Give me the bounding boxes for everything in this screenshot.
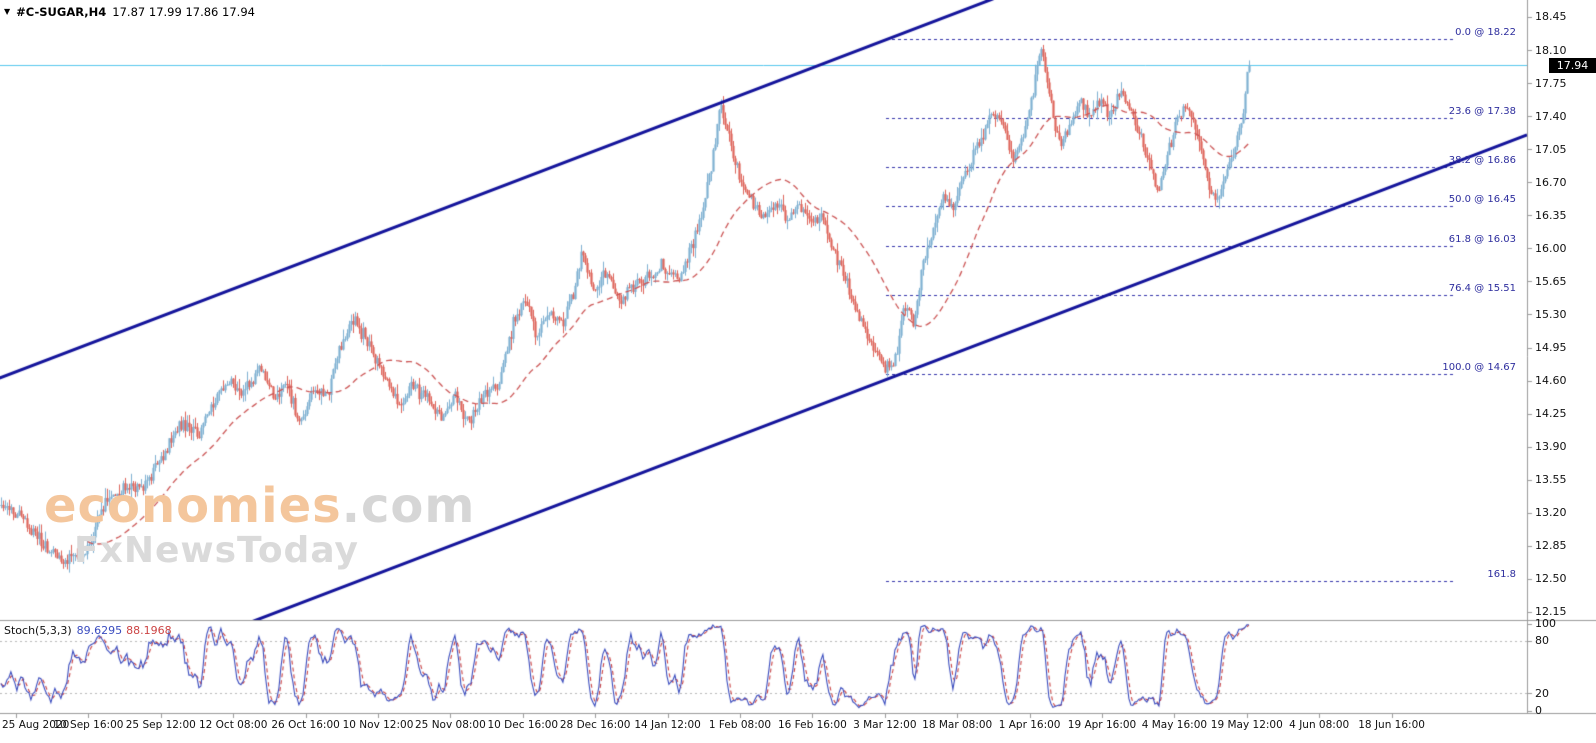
fib-level-label[interactable]: 0.0 @ 18.22	[1455, 26, 1516, 38]
time-axis-label: 10 Dec 16:00	[487, 719, 559, 731]
price-axis-label: 14.25	[1535, 407, 1567, 421]
time-axis-label: 25 Sep 12:00	[125, 719, 196, 731]
price-axis-label: 17.75	[1535, 76, 1567, 90]
price-axis-label: 14.95	[1535, 341, 1567, 354]
stoch-name: Stoch(5,3,3)	[4, 624, 72, 637]
time-axis-label: 4 May 16:00	[1141, 719, 1208, 731]
time-axis-label: 10 Nov 12:00	[342, 719, 414, 731]
time-axis-label: 19 May 12:00	[1210, 719, 1283, 731]
stoch-axis-label: 80	[1535, 634, 1549, 648]
stoch-axis-label: 20	[1535, 686, 1549, 700]
fib-level-label[interactable]: 61.8 @ 16.03	[1448, 233, 1516, 245]
time-axis-label: 16 Feb 16:00	[777, 719, 847, 731]
price-axis-label: 14.60	[1535, 374, 1567, 388]
watermark-tagline: FxNewsToday	[74, 530, 359, 571]
price-axis-label: 16.70	[1535, 175, 1567, 189]
price-axis-label: 15.30	[1535, 307, 1567, 321]
price-axis-label: 17.05	[1535, 142, 1567, 156]
price-axis-label: 12.50	[1535, 572, 1567, 586]
fib-level-label[interactable]: 23.6 @ 17.38	[1448, 106, 1516, 118]
symbol-name: #C-SUGAR,H4	[16, 5, 107, 19]
time-axis-label: 12 Oct 08:00	[198, 719, 268, 731]
time-axis-label: 1 Apr 16:00	[998, 719, 1061, 731]
time-axis-label: 4 Jun 08:00	[1289, 719, 1350, 731]
price-axis-label: 13.55	[1535, 473, 1567, 487]
price-axis-label: 13.90	[1535, 440, 1567, 454]
symbol-ohlc-label: ▼ #C-SUGAR,H4 17.87 17.99 17.86 17.94	[4, 5, 255, 19]
current-price-tag: 17.94	[1549, 58, 1596, 74]
time-axis-label: 10 Sep 16:00	[53, 719, 124, 731]
price-axis-label: 18.45	[1535, 10, 1567, 24]
price-axis-label: 16.35	[1535, 208, 1567, 222]
time-axis-label: 25 Nov 08:00	[414, 719, 486, 731]
watermark-suffix: .com	[341, 478, 476, 534]
stoch-d-value: 88.1968	[126, 624, 172, 637]
ohlc-values: 17.87 17.99 17.86 17.94	[112, 5, 255, 19]
fib-level-label[interactable]: 161.8	[1487, 568, 1516, 580]
price-axis-label: 13.20	[1535, 506, 1567, 520]
time-axis-label: 25 Aug 2020	[2, 719, 70, 731]
price-axis-label: 12.15	[1535, 605, 1567, 619]
fib-level-label[interactable]: 50.0 @ 16.45	[1448, 193, 1516, 205]
time-axis-label: 3 Mar 12:00	[853, 719, 917, 731]
price-axis-label: 17.40	[1535, 109, 1567, 123]
stoch-k-value: 89.6295	[76, 624, 123, 637]
time-axis-label: 28 Dec 16:00	[559, 719, 631, 731]
price-axis-label: 16.00	[1535, 241, 1567, 255]
stoch-axis-label: 100	[1535, 617, 1556, 630]
time-axis-label: 1 Feb 08:00	[708, 719, 772, 731]
symbol-dropdown-icon[interactable]: ▼	[4, 7, 11, 16]
watermark-brand: economies	[44, 478, 342, 534]
time-axis-label: 14 Jan 12:00	[634, 719, 701, 731]
price-axis-label: 15.65	[1535, 274, 1567, 288]
watermark-brand-line: economies.com	[44, 482, 475, 530]
time-axis-label: 18 Jun 16:00	[1358, 719, 1425, 731]
time-axis-label: 18 Mar 08:00	[922, 719, 993, 731]
time-axis-label: 19 Apr 16:00	[1067, 719, 1137, 731]
stoch-axis-label: 0	[1535, 704, 1542, 717]
fib-level-label[interactable]: 38.2 @ 16.86	[1448, 155, 1516, 167]
fib-level-label[interactable]: 76.4 @ 15.51	[1448, 282, 1516, 294]
watermark: economies.com FxNewsToday	[44, 482, 475, 569]
stoch-indicator-label: Stoch(5,3,3) 89.6295 88.1968	[4, 624, 172, 637]
price-axis-label: 12.85	[1535, 539, 1567, 553]
time-axis-label: 26 Oct 16:00	[271, 719, 340, 731]
fib-level-label[interactable]: 100.0 @ 14.67	[1442, 361, 1516, 373]
price-axis-label: 18.10	[1535, 43, 1567, 57]
